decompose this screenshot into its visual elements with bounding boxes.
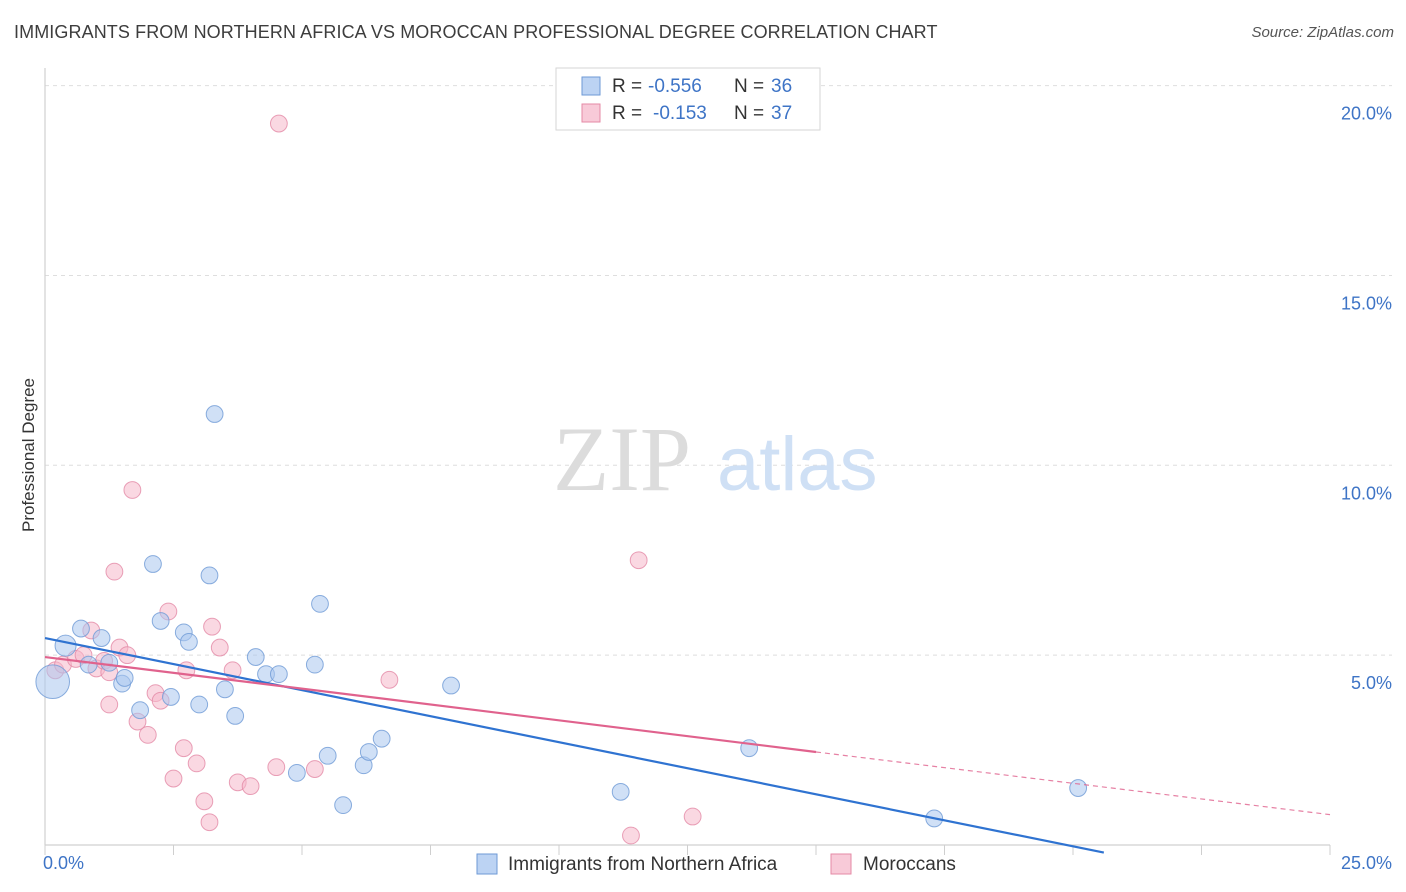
x-tick-label-min: 0.0% bbox=[43, 853, 84, 873]
point-northern-africa-16 bbox=[205, 405, 224, 423]
point-moroccans-19 bbox=[174, 739, 193, 758]
point-northern-africa-2 bbox=[72, 619, 90, 638]
point-northern-africa-29 bbox=[372, 729, 391, 748]
watermark-atlas: atlas bbox=[717, 422, 878, 507]
point-northern-africa-7 bbox=[115, 669, 134, 687]
point-northern-africa-8 bbox=[131, 701, 149, 720]
legend-bottom-label-blue: Immigrants from Northern Africa bbox=[508, 854, 778, 875]
point-moroccans-12 bbox=[123, 481, 142, 499]
watermark-zip: ZIP bbox=[553, 408, 691, 510]
legend-bottom-swatch-pink bbox=[830, 853, 852, 875]
point-moroccans-25 bbox=[210, 638, 229, 657]
point-northern-africa-9 bbox=[144, 555, 162, 573]
point-moroccans-9 bbox=[105, 562, 124, 581]
legend-bottom-swatch-blue bbox=[476, 853, 498, 875]
point-northern-africa-19 bbox=[246, 648, 265, 666]
chart-title: IMMIGRANTS FROM NORTHERN AFRICA VS MOROC… bbox=[14, 22, 938, 42]
grid-lines bbox=[45, 85, 1392, 656]
trend-lines bbox=[44, 636, 1331, 854]
legend-swatch-pink bbox=[581, 103, 601, 123]
watermark: ZIP atlas bbox=[553, 408, 878, 510]
point-moroccans-21 bbox=[187, 754, 206, 773]
point-moroccans-33 bbox=[622, 826, 640, 845]
point-northern-africa-11 bbox=[162, 688, 180, 706]
point-northern-africa-14 bbox=[190, 695, 209, 714]
trend-line-moroccans bbox=[44, 655, 817, 754]
tick-labels: 5.0% 10.0% 15.0% 20.0% 0.0% 25.0% bbox=[43, 104, 1392, 873]
point-northern-africa-25 bbox=[318, 746, 337, 765]
legend-n-value-1: 36 bbox=[771, 76, 792, 97]
point-northern-africa-28 bbox=[359, 743, 378, 761]
legend-swatch-blue bbox=[581, 76, 601, 96]
point-northern-africa-0 bbox=[35, 664, 71, 700]
point-northern-africa-10 bbox=[151, 612, 170, 630]
point-moroccans-22 bbox=[195, 792, 214, 811]
point-northern-africa-21 bbox=[269, 665, 288, 684]
legend-r-label-2: R = bbox=[612, 103, 642, 124]
point-moroccans-34 bbox=[629, 551, 648, 570]
point-moroccans-29 bbox=[267, 758, 286, 777]
legend-bottom: Immigrants from Northern Africa Moroccan… bbox=[476, 853, 956, 875]
point-northern-africa-23 bbox=[305, 655, 324, 674]
point-moroccans-31 bbox=[305, 760, 324, 778]
legend-r-label-1: R = bbox=[612, 76, 642, 97]
legend-n-label-1: N = bbox=[734, 76, 764, 97]
point-northern-africa-31 bbox=[611, 782, 630, 801]
point-moroccans-8 bbox=[100, 695, 119, 714]
legend-n-value-2: 37 bbox=[771, 103, 792, 124]
point-northern-africa-22 bbox=[287, 763, 306, 782]
y-tick-label-15: 15.0% bbox=[1341, 293, 1392, 313]
point-northern-africa-4 bbox=[92, 629, 111, 647]
point-northern-africa-34 bbox=[1069, 779, 1088, 797]
x-tick-label-max: 25.0% bbox=[1341, 853, 1392, 873]
point-northern-africa-26 bbox=[334, 796, 353, 815]
source-label: Source: ZipAtlas.com bbox=[1251, 24, 1394, 41]
legend-r-value-2: -0.153 bbox=[653, 103, 707, 124]
y-tick-label-5: 5.0% bbox=[1351, 673, 1392, 693]
point-northern-africa-30 bbox=[442, 676, 460, 695]
point-moroccans-18 bbox=[164, 769, 183, 788]
point-northern-africa-13 bbox=[180, 632, 198, 651]
point-moroccans-23 bbox=[200, 813, 219, 832]
point-northern-africa-1 bbox=[54, 634, 77, 657]
point-moroccans-32 bbox=[380, 670, 399, 689]
y-tick-label-20: 20.0% bbox=[1341, 104, 1392, 124]
point-northern-africa-5 bbox=[100, 653, 119, 672]
legend-n-label-2: N = bbox=[734, 103, 764, 124]
point-northern-africa-17 bbox=[216, 680, 234, 699]
trend-line-northern-africa bbox=[44, 636, 1105, 854]
axes bbox=[44, 68, 1331, 855]
point-moroccans-35 bbox=[683, 807, 702, 826]
point-northern-africa-3 bbox=[79, 655, 98, 674]
point-moroccans-30 bbox=[269, 114, 288, 133]
y-tick-label-10: 10.0% bbox=[1341, 483, 1392, 503]
legend-bottom-label-pink: Moroccans bbox=[863, 854, 956, 875]
legend-r-value-1: -0.556 bbox=[648, 76, 702, 97]
point-moroccans-28 bbox=[241, 777, 260, 796]
point-moroccans-14 bbox=[138, 725, 157, 744]
point-northern-africa-15 bbox=[200, 566, 219, 585]
legend-top: R = -0.556 N = 36 R = -0.153 N = 37 bbox=[555, 67, 821, 131]
point-northern-africa-18 bbox=[226, 707, 245, 725]
data-points bbox=[35, 114, 1088, 845]
y-axis-label: Professional Degree bbox=[19, 378, 38, 532]
point-northern-africa-24 bbox=[311, 594, 329, 613]
point-moroccans-24 bbox=[203, 617, 221, 636]
